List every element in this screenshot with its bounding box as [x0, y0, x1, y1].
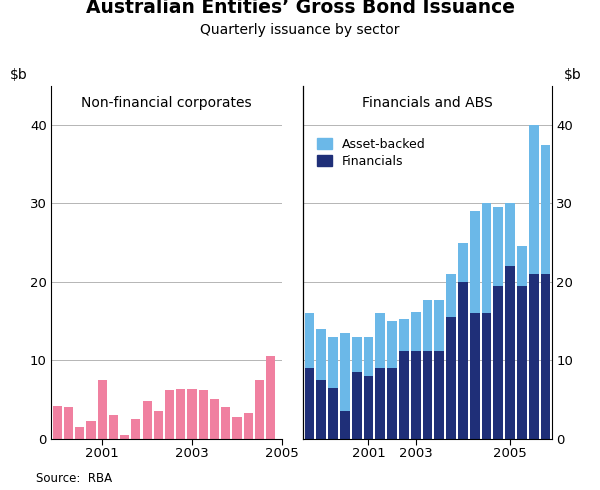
Bar [64, 407, 73, 439]
Bar [364, 376, 373, 439]
Text: Quarterly issuance by sector: Quarterly issuance by sector [200, 23, 400, 37]
Bar [255, 380, 264, 439]
Bar [210, 399, 219, 439]
Bar [446, 274, 456, 317]
Bar [232, 416, 242, 439]
Legend: Asset-backed, Financials: Asset-backed, Financials [317, 138, 425, 168]
Text: Non-financial corporates: Non-financial corporates [81, 97, 252, 110]
Bar [422, 351, 433, 439]
Text: Source:  RBA: Source: RBA [36, 472, 112, 485]
Bar [131, 419, 140, 439]
Bar [187, 389, 197, 439]
Bar [53, 406, 62, 439]
Bar [316, 380, 326, 439]
Bar [154, 411, 163, 439]
Text: $b: $b [564, 68, 582, 82]
Bar [505, 203, 515, 266]
Bar [176, 389, 185, 439]
Bar [505, 266, 515, 439]
Bar [446, 317, 456, 439]
Bar [120, 435, 129, 439]
Bar [199, 390, 208, 439]
Bar [221, 407, 230, 439]
Bar [387, 368, 397, 439]
Bar [493, 286, 503, 439]
Bar [411, 351, 421, 439]
Bar [517, 246, 527, 286]
Bar [165, 390, 174, 439]
Bar [109, 415, 118, 439]
Bar [364, 337, 373, 376]
Bar [470, 211, 479, 313]
Bar [493, 207, 503, 286]
Bar [376, 368, 385, 439]
Bar [75, 427, 84, 439]
Bar [143, 401, 152, 439]
Bar [529, 125, 539, 274]
Text: $b: $b [10, 68, 27, 82]
Bar [86, 421, 95, 439]
Bar [399, 351, 409, 439]
Bar [482, 203, 491, 313]
Bar [482, 313, 491, 439]
Bar [387, 321, 397, 368]
Bar [328, 337, 338, 388]
Bar [541, 145, 550, 274]
Bar [305, 313, 314, 368]
Bar [340, 333, 350, 411]
Bar [411, 312, 421, 351]
Bar [98, 380, 107, 439]
Text: Australian Entities’ Gross Bond Issuance: Australian Entities’ Gross Bond Issuance [86, 0, 515, 17]
Bar [434, 351, 444, 439]
Bar [352, 372, 362, 439]
Bar [266, 356, 275, 439]
Bar [340, 411, 350, 439]
Bar [244, 414, 253, 439]
Bar [434, 300, 444, 351]
Bar [458, 282, 468, 439]
Bar [399, 319, 409, 351]
Bar [352, 337, 362, 372]
Bar [376, 313, 385, 368]
Bar [541, 274, 550, 439]
Bar [422, 300, 433, 351]
Bar [458, 243, 468, 282]
Bar [517, 286, 527, 439]
Bar [470, 313, 479, 439]
Bar [529, 274, 539, 439]
Bar [316, 329, 326, 380]
Bar [305, 368, 314, 439]
Text: Financials and ABS: Financials and ABS [362, 97, 493, 110]
Bar [328, 388, 338, 439]
